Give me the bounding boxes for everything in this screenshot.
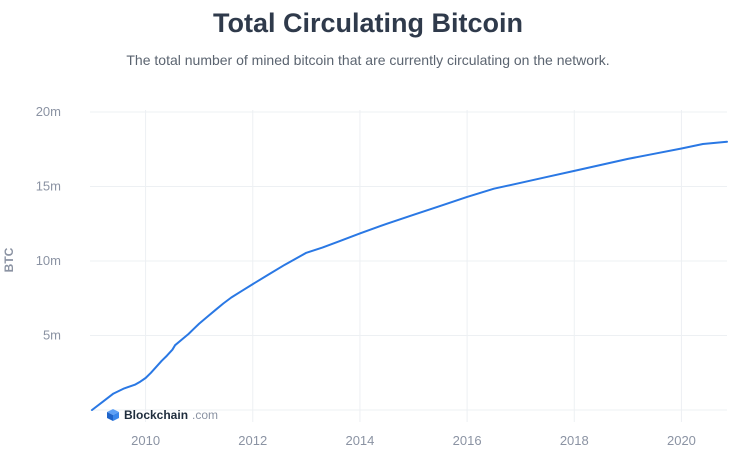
chart-title: Total Circulating Bitcoin xyxy=(213,8,523,38)
x-tick-label: 2016 xyxy=(453,433,482,448)
y-tick-label: 5m xyxy=(43,328,61,343)
series-line xyxy=(91,140,728,411)
y-tick-label: 20m xyxy=(36,104,61,119)
brand-watermark: Blockchain .com xyxy=(106,408,218,422)
x-tick-label: 2018 xyxy=(560,433,589,448)
x-tick-label: 2010 xyxy=(131,433,160,448)
y-axis-label: BTC xyxy=(2,247,16,272)
series-group xyxy=(91,140,728,411)
y-tick-label: 15m xyxy=(36,179,61,194)
y-axis-ticks: 5m 10m 15m 20m xyxy=(36,104,61,343)
y-tick-label: 10m xyxy=(36,253,61,268)
x-tick-label: 2020 xyxy=(667,433,696,448)
blockchain-cube-icon xyxy=(107,409,119,421)
brand-name: Blockchain xyxy=(124,408,189,422)
x-tick-label: 2014 xyxy=(345,433,374,448)
x-axis-ticks: 2010 2012 2014 2016 2018 2020 xyxy=(131,433,696,448)
chart-subtitle: The total number of mined bitcoin that a… xyxy=(126,52,610,68)
x-tick-label: 2012 xyxy=(238,433,267,448)
grid xyxy=(90,110,727,422)
brand-suffix: .com xyxy=(192,408,219,422)
